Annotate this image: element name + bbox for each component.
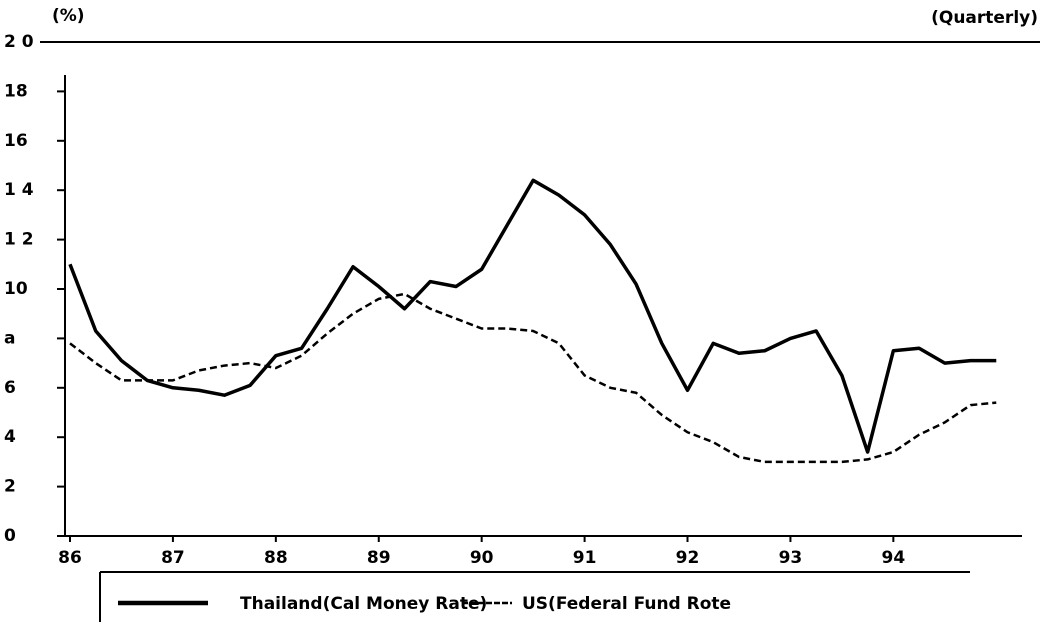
legend-label: US(Federal Fund Rote [522, 594, 731, 614]
x-tick-label: 90 [470, 548, 494, 568]
unit-label: (%) [52, 6, 85, 26]
x-tick-label: 91 [573, 548, 597, 568]
y-tick-label: 0 [4, 526, 16, 546]
x-tick-label: 86 [58, 548, 82, 568]
legend-label: Thailand(Cal Money Rate) [240, 594, 487, 614]
y-tick-label: 18 [4, 81, 28, 101]
y-tick-label: 16 [4, 131, 28, 151]
frequency-label: (Quarterly) [931, 8, 1038, 28]
y-tick-label: 1 4 [4, 180, 34, 200]
x-tick-label: 94 [882, 548, 906, 568]
series-line [69, 292, 997, 464]
y-tick-label: 2 [4, 477, 16, 497]
x-tick-label: 93 [779, 548, 803, 568]
y-tick-label: a [4, 328, 15, 348]
legend [99, 571, 970, 622]
x-tick-label: 89 [367, 548, 391, 568]
x-tick-label: 92 [676, 548, 700, 568]
y-tick-label: 10 [4, 279, 28, 299]
y-tick-label: 6 [4, 378, 16, 398]
y-tick-label: 2 0 [4, 32, 34, 52]
y-tick-label: 4 [4, 427, 16, 447]
y-tick-label: 1 2 [4, 230, 34, 250]
series-line [68, 178, 997, 454]
x-tick-label: 88 [264, 548, 288, 568]
x-tick-label: 87 [161, 548, 185, 568]
